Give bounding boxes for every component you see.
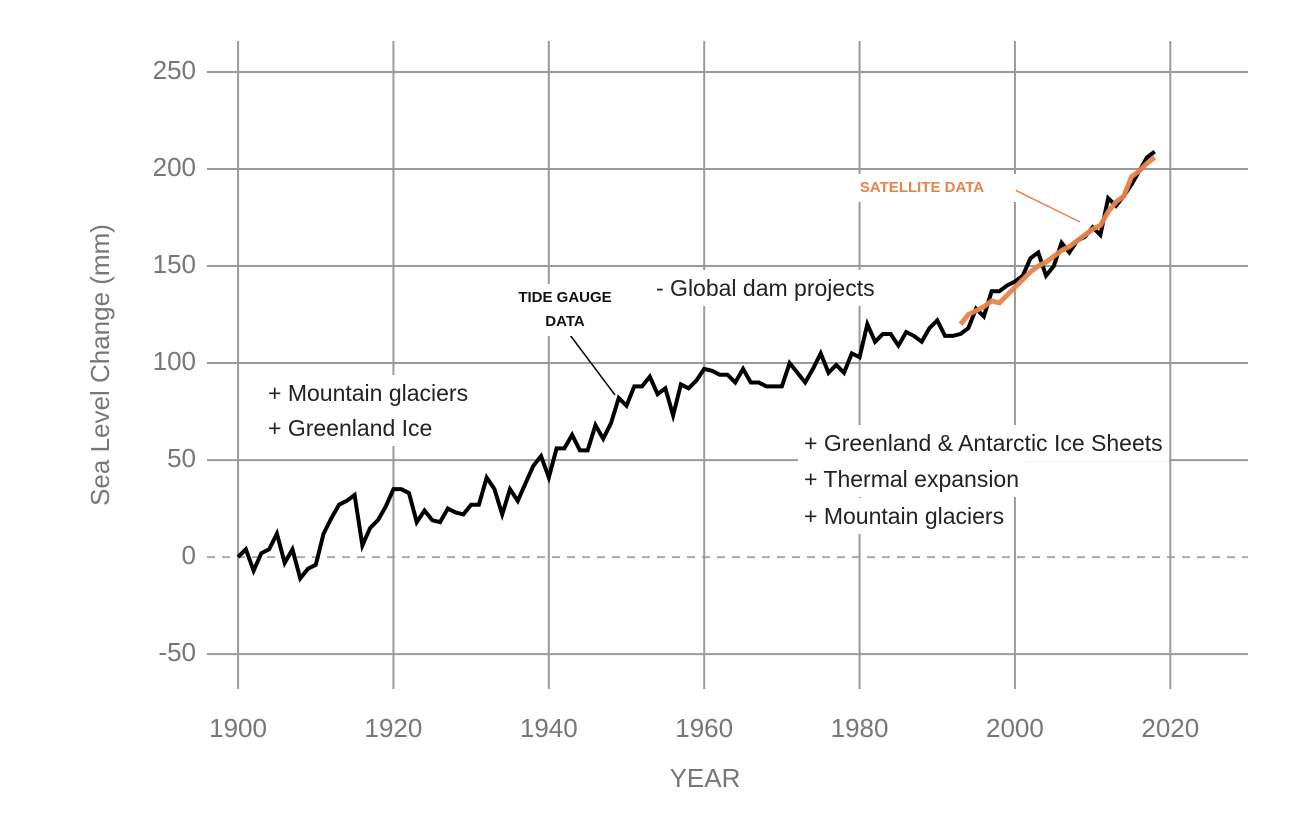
y-tick-label: 50 bbox=[167, 443, 196, 473]
annotation: + Mountain glaciers bbox=[262, 375, 475, 411]
series-label: TIDE GAUGE DATA bbox=[494, 284, 636, 336]
y-tick-label: 250 bbox=[153, 55, 196, 85]
annotation: + Mountain glaciers bbox=[798, 498, 1011, 534]
leader-line bbox=[569, 334, 616, 396]
y-tick-label: 150 bbox=[153, 249, 196, 279]
y-tick-label: 100 bbox=[153, 346, 196, 376]
x-tick-label: 1920 bbox=[365, 713, 423, 743]
x-tick-label: 2020 bbox=[1141, 713, 1199, 743]
annotation: + Greenland Ice bbox=[262, 410, 439, 446]
annotation: + Greenland & Antarctic Ice Sheets bbox=[798, 425, 1169, 461]
x-tick-label: 1900 bbox=[209, 713, 267, 743]
x-axis-title: YEAR bbox=[670, 763, 741, 793]
series-label: SATELLITE DATA bbox=[828, 174, 1016, 202]
annotation: + Thermal expansion bbox=[798, 461, 1026, 497]
series-line bbox=[958, 155, 1157, 326]
y-tick-label: -50 bbox=[158, 637, 196, 667]
x-tick-label: 1960 bbox=[675, 713, 733, 743]
x-tick-label: 1980 bbox=[831, 713, 889, 743]
y-tick-label: 0 bbox=[182, 540, 196, 570]
series-line bbox=[236, 149, 1156, 583]
x-tick-label: 2000 bbox=[986, 713, 1044, 743]
x-tick-label: 1940 bbox=[520, 713, 578, 743]
y-axis-title: Sea Level Change (mm) bbox=[85, 224, 115, 506]
leader-line bbox=[1014, 189, 1081, 223]
y-tick-label: 200 bbox=[153, 152, 196, 182]
annotation: - Global dam projects bbox=[650, 270, 881, 306]
